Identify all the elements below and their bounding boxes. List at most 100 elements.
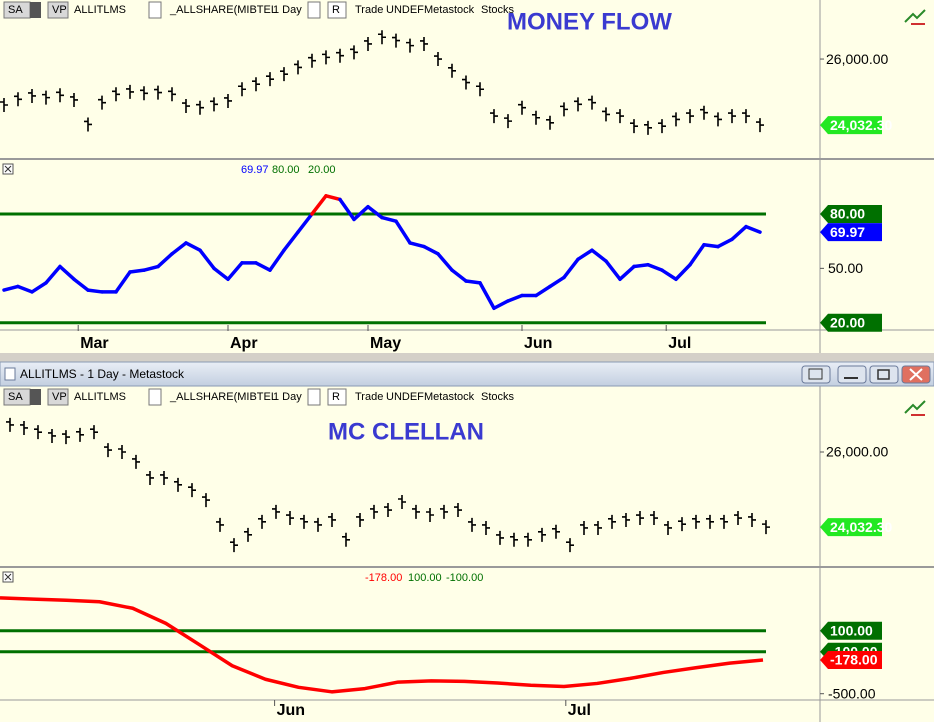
price-bar xyxy=(580,520,588,535)
price-bar xyxy=(636,511,644,526)
price-bar xyxy=(630,119,638,134)
price-bar xyxy=(490,109,498,124)
price-bar xyxy=(188,483,196,498)
indicator-line xyxy=(478,281,496,310)
price-bar xyxy=(756,118,764,133)
price-bar xyxy=(104,443,112,458)
price-bar xyxy=(518,100,526,115)
price-bar xyxy=(230,538,238,553)
indicator-line xyxy=(226,261,244,281)
period: 1 Day xyxy=(273,391,302,403)
bottom-window-bg xyxy=(0,386,934,722)
price-bar xyxy=(350,45,358,60)
legend-level: 20.00 xyxy=(308,164,336,176)
x-tick-label: Jul xyxy=(668,335,691,352)
price-bar xyxy=(28,88,36,103)
status: UNDEF xyxy=(386,4,424,16)
price-bar xyxy=(748,512,756,527)
dropdown-arrow[interactable] xyxy=(30,389,41,405)
indicator-line xyxy=(352,204,370,222)
indicator-line xyxy=(534,284,552,298)
price-bar xyxy=(238,82,246,97)
vp-button[interactable] xyxy=(47,388,69,406)
indicator-line xyxy=(716,237,734,249)
price-bar xyxy=(196,100,204,115)
price-bar xyxy=(56,88,64,103)
price-bar xyxy=(272,504,280,519)
price-bar xyxy=(588,95,596,110)
price-bar xyxy=(126,84,134,99)
indicator-line xyxy=(590,248,608,263)
dropdown[interactable] xyxy=(148,388,162,406)
price-bar xyxy=(300,514,308,529)
indicator-line xyxy=(408,241,426,249)
trade-icon[interactable] xyxy=(904,9,926,23)
r-button[interactable] xyxy=(327,388,347,406)
price-bar xyxy=(168,87,176,102)
indicator-line xyxy=(114,270,132,294)
last-value-tag xyxy=(820,650,882,669)
price-bar xyxy=(762,520,770,535)
price-bar xyxy=(440,504,448,519)
price-bar xyxy=(286,511,294,526)
indicator-line xyxy=(646,262,664,272)
price-bar xyxy=(84,117,92,132)
indicator-line xyxy=(2,284,20,292)
y-tick-label: -500.00 xyxy=(828,685,876,701)
vp-button[interactable] xyxy=(47,1,69,19)
price-bar xyxy=(6,417,14,432)
window-button[interactable] xyxy=(869,365,899,384)
dropdown[interactable] xyxy=(148,1,162,19)
legend-level: 100.00 xyxy=(408,572,442,584)
sa-button-label: SA xyxy=(8,4,23,16)
compare-symbol: _ALLSHARE(MIBTEL xyxy=(169,391,277,403)
price-bar xyxy=(280,67,288,82)
price-bar xyxy=(742,109,750,124)
price-bar xyxy=(378,30,386,45)
price-bar xyxy=(160,470,168,485)
indicator-line xyxy=(72,277,90,292)
price-bar xyxy=(146,470,154,485)
indicator-line xyxy=(184,241,202,252)
price-bar xyxy=(538,527,546,542)
indicator-line xyxy=(744,224,762,234)
window-button[interactable] xyxy=(837,365,867,384)
indicator-line xyxy=(16,284,34,294)
level-tag xyxy=(820,313,882,332)
price-bar xyxy=(728,109,736,124)
panel-title: MC CLELLAN xyxy=(328,418,484,445)
price-bar xyxy=(118,444,126,459)
dropdown[interactable] xyxy=(307,1,321,19)
group: Stocks xyxy=(481,391,515,403)
x-tick-label: Jul xyxy=(568,702,591,719)
button-glyph xyxy=(877,369,890,380)
vp-button-label: VP xyxy=(52,391,67,403)
price-bar xyxy=(314,517,322,532)
r-button-label: R xyxy=(332,391,340,403)
r-button[interactable] xyxy=(327,1,347,19)
price-bar xyxy=(224,93,232,108)
r-button-label: R xyxy=(332,4,340,16)
legend-value: 69.97 xyxy=(241,164,269,176)
legend-level: -100.00 xyxy=(446,572,483,584)
price-bar xyxy=(384,503,392,518)
price-bar xyxy=(644,120,652,135)
price-bar xyxy=(76,427,84,442)
price-bar xyxy=(650,511,658,526)
level-tag-label: 20.00 xyxy=(830,314,865,330)
price-bar xyxy=(686,109,694,124)
trade-icon[interactable] xyxy=(904,400,926,414)
indicator-line xyxy=(296,212,314,234)
price-bar xyxy=(448,63,456,78)
indicator-line xyxy=(394,219,412,245)
price-bar xyxy=(244,527,252,542)
price-bar xyxy=(664,520,672,535)
price-bar xyxy=(342,532,350,547)
dropdown-arrow[interactable] xyxy=(30,2,41,18)
price-bar xyxy=(510,532,518,547)
legend-value: -178.00 xyxy=(365,572,402,584)
price-bar xyxy=(706,514,714,529)
price-bar xyxy=(406,38,414,53)
indicator-line xyxy=(268,248,286,272)
dropdown[interactable] xyxy=(307,388,321,406)
